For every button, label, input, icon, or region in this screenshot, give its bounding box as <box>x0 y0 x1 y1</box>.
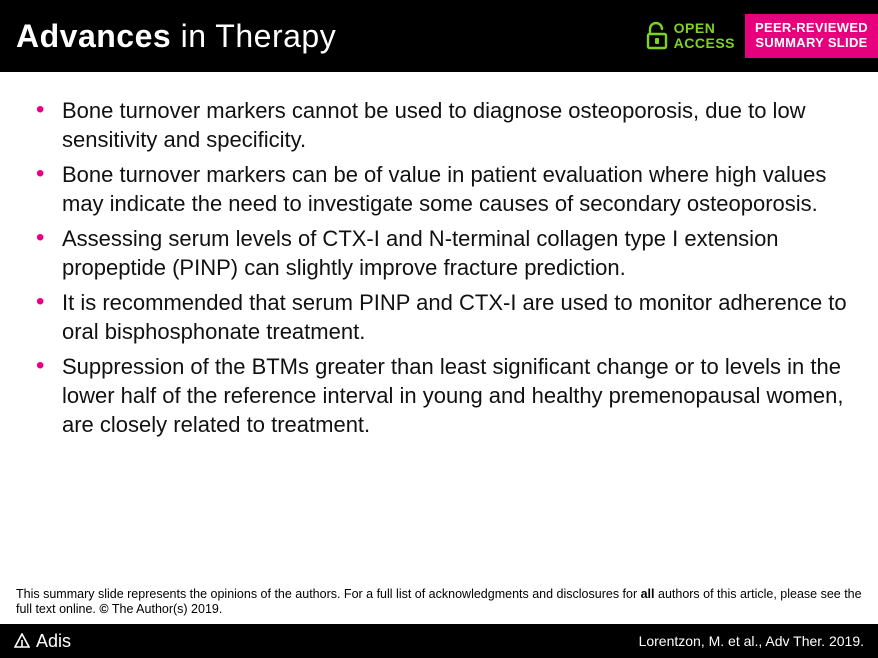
list-item: Suppression of the BTMs greater than lea… <box>32 352 850 439</box>
open-access-text: OPEN ACCESS <box>674 21 735 50</box>
open-access-line1: OPEN <box>674 21 735 36</box>
list-item: It is recommended that serum PINP and CT… <box>32 288 850 346</box>
list-item: Bone turnover markers cannot be used to … <box>32 96 850 154</box>
open-lock-icon <box>646 22 668 50</box>
open-access-line2: ACCESS <box>674 36 735 51</box>
publisher-logo: Adis <box>14 631 71 652</box>
peer-reviewed-badge: PEER-REVIEWED SUMMARY SLIDE <box>745 14 878 58</box>
disclaimer-prefix: This summary slide represents the opinio… <box>16 587 641 601</box>
brand-bold: Advances <box>16 18 171 54</box>
bullet-list: Bone turnover markers cannot be used to … <box>32 96 850 439</box>
adis-triangle-icon <box>14 633 30 649</box>
brand-light: in Therapy <box>171 18 336 54</box>
header-bar: Advances in Therapy OPEN ACCESS PEER-REV… <box>0 0 878 72</box>
disclaimer-text: This summary slide represents the opinio… <box>0 587 878 624</box>
publisher-name: Adis <box>36 631 71 652</box>
slide: Advances in Therapy OPEN ACCESS PEER-REV… <box>0 0 878 658</box>
citation-text: Lorentzon, M. et al., Adv Ther. 2019. <box>639 633 864 649</box>
list-item: Assessing serum levels of CTX-I and N-te… <box>32 224 850 282</box>
disclaimer-copyright: © <box>99 602 108 616</box>
footer-bar: Adis Lorentzon, M. et al., Adv Ther. 201… <box>0 624 878 658</box>
disclaimer-suffix: The Author(s) 2019. <box>109 602 223 616</box>
disclaimer-bold-all: all <box>641 587 655 601</box>
content-area: Bone turnover markers cannot be used to … <box>0 72 878 587</box>
badge-line1: PEER-REVIEWED <box>755 21 868 36</box>
open-access-badge: OPEN ACCESS <box>646 21 735 50</box>
badge-line2: SUMMARY SLIDE <box>755 36 868 51</box>
list-item: Bone turnover markers can be of value in… <box>32 160 850 218</box>
journal-brand: Advances in Therapy <box>16 18 336 55</box>
